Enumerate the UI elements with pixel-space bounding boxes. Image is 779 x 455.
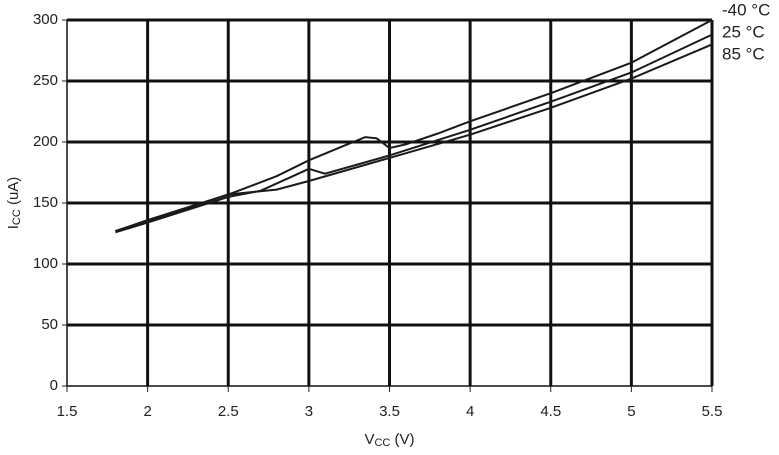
- label-main: I: [5, 225, 22, 229]
- y-tick-label: 200: [33, 133, 58, 150]
- x-tick-label: 2.5: [218, 403, 239, 420]
- y-tick-label: 150: [33, 194, 58, 211]
- y-tick-label: 100: [33, 255, 58, 272]
- label-main: V: [364, 431, 374, 448]
- x-label: VCC (V): [364, 431, 414, 449]
- x-tick-label: 2: [143, 403, 151, 420]
- x-tick-label: 1.5: [57, 403, 78, 420]
- y-tick-label: 0: [50, 377, 58, 394]
- legend-label: 85 °C: [722, 44, 765, 63]
- y-label: ICC (uA): [5, 177, 23, 230]
- label-sub: CC: [374, 437, 390, 449]
- label-unit: (V): [390, 431, 414, 448]
- series-line: [115, 19, 713, 233]
- x-tick-label: 4: [466, 403, 474, 420]
- y-tick-label: 50: [41, 316, 58, 333]
- y-tick-label: 300: [33, 11, 58, 28]
- x-tick-label: 5.5: [702, 403, 723, 420]
- legend-label: -40 °C: [722, 0, 770, 19]
- label-sub: CC: [11, 209, 23, 225]
- x-tick-label: 3.5: [379, 403, 400, 420]
- y-tick-label: 250: [33, 72, 58, 89]
- label-unit: (uA): [5, 177, 22, 210]
- x-tick-label: 3: [305, 403, 313, 420]
- legend-label: 25 °C: [722, 22, 765, 41]
- series-line: [115, 33, 713, 234]
- x-tick-label: 4.5: [540, 403, 561, 420]
- series-line: [115, 43, 713, 233]
- x-tick-label: 5: [627, 403, 635, 420]
